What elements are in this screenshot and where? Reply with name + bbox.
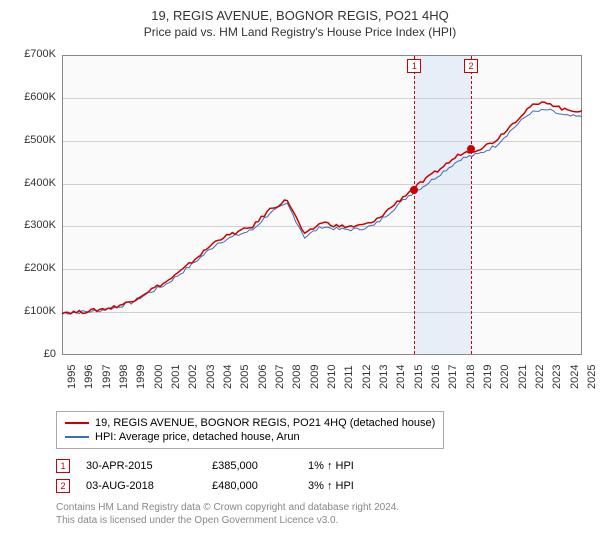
- x-axis-label: 2011: [343, 365, 355, 389]
- x-axis-label: 2003: [205, 365, 217, 389]
- x-axis-label: 2025: [586, 365, 598, 389]
- legend-swatch: [65, 436, 89, 438]
- sales-table: 1 30-APR-2015 £385,000 1% ↑ HPI 2 03-AUG-2018…: [56, 459, 588, 493]
- x-axis-label: 1995: [66, 365, 78, 389]
- x-axis-label: 1996: [83, 365, 95, 389]
- chart-container: 19, REGIS AVENUE, BOGNOR REGIS, PO21 4HQ…: [0, 0, 600, 560]
- sale-diff: 3% ↑ HPI: [308, 480, 388, 492]
- legend: 19, REGIS AVENUE, BOGNOR REGIS, PO21 4HQ…: [56, 411, 444, 449]
- x-axis-label: 2002: [187, 365, 199, 389]
- chart-subtitle: Price paid vs. HM Land Registry's House …: [12, 25, 588, 39]
- legend-swatch: [65, 422, 89, 424]
- x-axis-label: 2020: [499, 365, 511, 389]
- x-axis-label: 2021: [517, 365, 529, 389]
- x-axis-label: 2012: [361, 365, 373, 389]
- series-line: [62, 109, 582, 314]
- x-axis-label: 2015: [413, 365, 425, 389]
- footer-line1: Contains HM Land Registry data © Crown c…: [56, 501, 588, 514]
- x-axis-label: 2005: [239, 365, 251, 389]
- sale-price: £385,000: [212, 460, 292, 472]
- sale-row: 2 03-AUG-2018 £480,000 3% ↑ HPI: [56, 479, 588, 493]
- x-axis-label: 2019: [482, 365, 494, 389]
- sale-dot: [410, 186, 418, 194]
- x-axis-label: 2017: [447, 365, 459, 389]
- footer-line2: This data is licensed under the Open Gov…: [56, 514, 588, 527]
- legend-item: 19, REGIS AVENUE, BOGNOR REGIS, PO21 4HQ…: [65, 416, 435, 430]
- x-axis-label: 2022: [534, 365, 546, 389]
- legend-label: 19, REGIS AVENUE, BOGNOR REGIS, PO21 4HQ…: [95, 417, 435, 429]
- sale-diff: 1% ↑ HPI: [308, 460, 388, 472]
- x-axis-label: 2007: [274, 365, 286, 389]
- sale-price: £480,000: [212, 480, 292, 492]
- sale-date: 30-APR-2015: [86, 460, 196, 472]
- x-axis-label: 2013: [378, 365, 390, 389]
- x-axis-label: 2016: [430, 365, 442, 389]
- legend-label: HPI: Average price, detached house, Arun: [95, 431, 300, 443]
- x-axis-label: 2006: [257, 365, 269, 389]
- sale-row: 1 30-APR-2015 £385,000 1% ↑ HPI: [56, 459, 588, 473]
- x-axis-label: 2014: [395, 365, 407, 389]
- footer: Contains HM Land Registry data © Crown c…: [56, 501, 588, 527]
- series-line: [62, 102, 582, 314]
- x-axis-label: 1999: [135, 365, 147, 389]
- x-axis-label: 2009: [309, 365, 321, 389]
- x-axis-label: 2000: [153, 365, 165, 389]
- chart-area: £0£100K£200K£300K£400K£500K£600K£700K199…: [12, 47, 588, 405]
- line-layer: [12, 47, 584, 357]
- x-axis-label: 2010: [326, 365, 338, 389]
- sale-marker: 1: [56, 459, 70, 473]
- x-axis-label: 1997: [101, 365, 113, 389]
- x-axis-label: 2004: [222, 365, 234, 389]
- x-axis-label: 2001: [170, 365, 182, 389]
- sale-marker: 2: [56, 479, 70, 493]
- chart-title: 19, REGIS AVENUE, BOGNOR REGIS, PO21 4HQ: [12, 8, 588, 23]
- sale-dot: [467, 145, 475, 153]
- x-axis-label: 2024: [569, 365, 581, 389]
- x-axis-label: 2018: [465, 365, 477, 389]
- legend-item: HPI: Average price, detached house, Arun: [65, 430, 435, 444]
- x-axis-label: 2008: [291, 365, 303, 389]
- x-axis-label: 1998: [118, 365, 130, 389]
- sale-date: 03-AUG-2018: [86, 480, 196, 492]
- x-axis-label: 2023: [551, 365, 563, 389]
